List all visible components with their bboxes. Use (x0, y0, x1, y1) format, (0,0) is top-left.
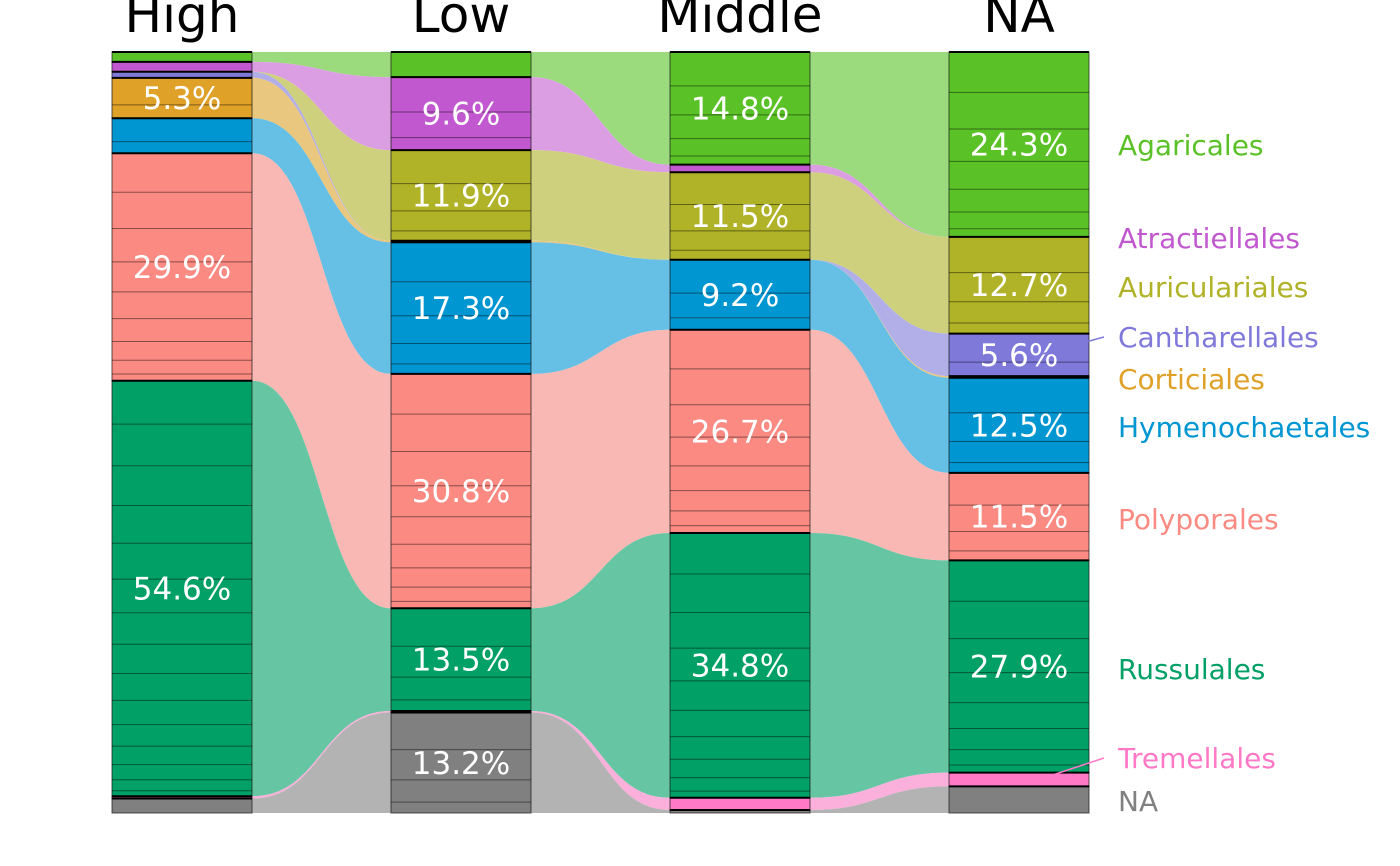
stratum-na-hymenochaetales (948, 377, 1090, 474)
stratum-na-cantharellales (948, 332, 1090, 377)
stratum-low-agaricales (390, 51, 532, 78)
percent-label-middle-auriculariales: 11.5% (691, 199, 789, 235)
percent-label-na-cantharellales: 5.6% (980, 338, 1059, 374)
percent-label-middle-hymenochaetales: 9.2% (701, 278, 780, 314)
flow-high-low-na (252, 712, 391, 813)
flow-middle-na-hymenochaetales (810, 259, 949, 473)
stratum-low-polyporales (390, 373, 532, 609)
percent-label-low-na: 13.2% (412, 746, 510, 782)
flow-low-middle-atractiellales (531, 77, 670, 173)
stratum-na-auriculariales (948, 236, 1090, 335)
flow-low-middle-tremellales (531, 711, 670, 810)
percent-label-low-hymenochaetales: 17.3% (412, 291, 510, 327)
flow-high-low-hymenochaetales (252, 118, 391, 374)
legend-label-na: NA (1118, 785, 1158, 818)
flow-high-low-polyporales (252, 153, 391, 609)
flow-middle-na-agaricales (810, 52, 949, 237)
stratum-na-russulales (948, 559, 1090, 774)
stratum-na-tremellales (948, 772, 1090, 787)
stratum-middle-polyporales (669, 329, 811, 534)
legend-label-tremellales: Tremellales (1117, 742, 1276, 775)
strata-layer (111, 51, 1090, 814)
axis-label-middle: Middle (657, 0, 822, 44)
flow-high-low-agaricales (252, 52, 391, 78)
percent-label-low-polyporales: 30.8% (412, 474, 510, 510)
flow-low-middle-hymenochaetales (531, 242, 670, 374)
flow-middle-na-tremellales (810, 772, 949, 810)
stratum-middle-tremellales (669, 797, 811, 811)
percent-label-high-russulales: 54.6% (133, 572, 231, 608)
axis-label-na: NA (983, 0, 1055, 44)
legend-label-agaricales: Agaricales (1118, 129, 1264, 162)
percent-label-na-russulales: 27.9% (970, 650, 1068, 686)
percent-labels-layer: 5.3% 29.9% 54.6% 9.6% 11.9% 17.3% 30.8% 13.5% 13… (133, 81, 1068, 782)
percent-label-high-corticiales: 5.3% (143, 81, 222, 117)
stratum-low-na (390, 711, 532, 814)
flow-high-low-atractiellales (252, 61, 391, 151)
stratum-high-atractiellales (111, 61, 253, 73)
stratum-high-agaricales (111, 51, 253, 63)
flow-high-low-corticiales (252, 77, 391, 243)
flow-low-middle-russulales (531, 532, 670, 798)
flow-low-middle-auriculariales (531, 150, 670, 260)
flow-low-middle-na (531, 712, 670, 813)
percent-label-middle-agaricales: 14.8% (691, 91, 789, 127)
legend-label-cantharellales: Cantharellales (1118, 321, 1319, 354)
axis-label-low: Low (412, 0, 510, 44)
flow-middle-na-auriculariales (810, 172, 949, 334)
percent-label-high-polyporales: 29.9% (133, 250, 231, 286)
flow-low-middle-corticiales (531, 240, 670, 260)
stratum-na-na (948, 785, 1090, 814)
percent-label-low-atractiellales: 9.6% (422, 97, 501, 133)
stratum-low-auriculariales (390, 149, 532, 242)
axis-labels-layer: High Low Middle NA (125, 0, 1055, 44)
percent-label-na-agaricales: 24.3% (970, 127, 1068, 163)
stratum-high-hymenochaetales (111, 117, 253, 154)
legend-label-auriculariales: Auriculariales (1118, 271, 1308, 304)
flow-high-low-tremellales (252, 711, 391, 799)
axis-label-high: High (125, 0, 240, 44)
percent-label-low-russulales: 13.5% (412, 643, 510, 679)
legend-label-corticiales: Corticiales (1118, 363, 1265, 396)
flow-middle-na-russulales (810, 532, 949, 798)
percent-label-na-polyporales: 11.5% (970, 500, 1068, 536)
legend-leader-cantharellales (1038, 336, 1105, 356)
flow-middle-na-polyporales (810, 329, 949, 561)
flow-high-low-russulales (252, 380, 391, 797)
flow-middle-na-atractiellales (810, 164, 949, 237)
legend-leader-tremellales (1038, 757, 1105, 781)
stratum-middle-russulales (669, 532, 811, 799)
stratum-high-russulales (111, 380, 253, 797)
flow-high-low-auriculariales (252, 71, 391, 241)
percent-label-na-hymenochaetales: 12.5% (970, 408, 1068, 444)
flow-middle-na-cantharellales (810, 259, 949, 377)
legend-label-hymenochaetales: Hymenochaetales (1118, 411, 1370, 444)
flow-low-middle-agaricales (531, 52, 670, 165)
flow-middle-na-na (810, 786, 949, 813)
percent-label-na-auriculariales: 12.7% (970, 268, 1068, 304)
stratum-na-agaricales (948, 51, 1090, 238)
stratum-low-russulales (390, 607, 532, 712)
flow-low-middle-polyporales (531, 329, 670, 609)
legend-label-russulales: Russulales (1118, 653, 1265, 686)
stratum-middle-agaricales (669, 51, 811, 166)
legend-label-polyporales: Polyporales (1118, 503, 1279, 536)
percent-label-middle-russulales: 34.8% (691, 648, 789, 684)
stratum-high-na (111, 797, 253, 814)
stratum-low-hymenochaetales (390, 241, 532, 375)
stratum-middle-atractiellales (669, 164, 811, 173)
percent-label-middle-polyporales: 26.7% (691, 414, 789, 450)
stratum-middle-auriculariales (669, 171, 811, 261)
legend-label-atractiellales: Atractiellales (1118, 222, 1300, 255)
percent-label-low-auriculariales: 11.9% (412, 178, 510, 214)
legend: Agaricales Atractiellales Auriculariales Ca… (1038, 129, 1370, 818)
flows-layer (252, 52, 949, 813)
